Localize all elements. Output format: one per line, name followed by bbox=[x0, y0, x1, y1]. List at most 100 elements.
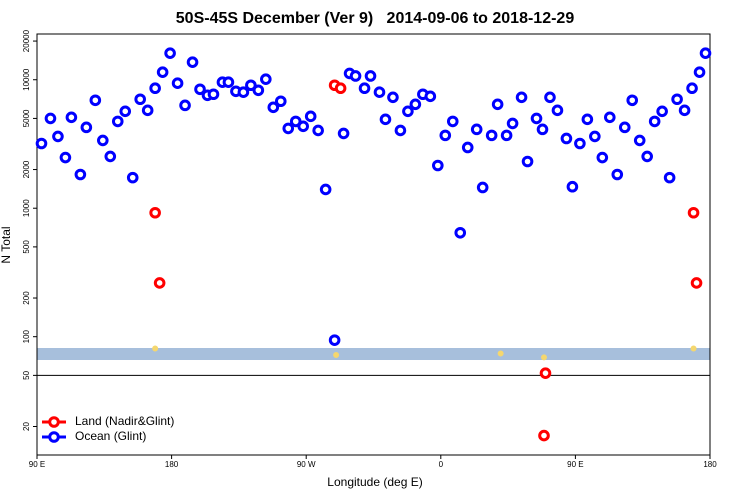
data-point bbox=[633, 134, 646, 147]
data-point bbox=[126, 171, 139, 184]
data-point bbox=[59, 151, 72, 164]
data-point bbox=[252, 84, 265, 97]
data-point bbox=[267, 101, 280, 114]
y-tick-label: 5000 bbox=[22, 109, 31, 127]
legend-label: Ocean (Glint) bbox=[75, 429, 146, 443]
data-point bbox=[149, 82, 161, 95]
data-point bbox=[596, 151, 609, 164]
data-point bbox=[506, 117, 519, 130]
data-point bbox=[119, 105, 132, 118]
data-point bbox=[539, 367, 552, 379]
data-point bbox=[611, 168, 624, 181]
data-point bbox=[663, 171, 676, 184]
data-point bbox=[671, 93, 683, 106]
data-point bbox=[686, 82, 698, 95]
data-point bbox=[387, 91, 399, 104]
data-point bbox=[648, 115, 661, 128]
data-point bbox=[515, 91, 528, 104]
data-point bbox=[485, 129, 498, 142]
data-point bbox=[35, 137, 48, 150]
data-point bbox=[476, 181, 489, 194]
data-point bbox=[538, 429, 550, 442]
chart-title: 50S-45S December (Ver 9) 2014-09-06 to 2… bbox=[176, 10, 575, 27]
data-point bbox=[626, 94, 639, 107]
data-point bbox=[699, 47, 712, 59]
data-point bbox=[80, 121, 93, 134]
y-tick-label: 20 bbox=[22, 422, 31, 431]
data-point bbox=[245, 79, 257, 92]
data-point bbox=[521, 155, 534, 168]
minor-point bbox=[540, 354, 547, 361]
legend-marker bbox=[48, 431, 60, 443]
data-point bbox=[536, 123, 549, 136]
data-point bbox=[581, 113, 594, 126]
x-tick-label: 0 bbox=[439, 460, 444, 469]
data-point bbox=[500, 129, 513, 142]
data-point bbox=[589, 130, 601, 143]
data-point bbox=[574, 137, 586, 150]
data-point bbox=[402, 105, 414, 118]
data-point bbox=[186, 56, 199, 68]
data-point bbox=[260, 73, 272, 85]
data-point bbox=[207, 88, 220, 101]
y-tick-label: 1000 bbox=[22, 199, 31, 217]
data-point bbox=[97, 134, 109, 147]
data-point bbox=[153, 277, 166, 289]
data-point bbox=[89, 94, 102, 107]
coverage-band bbox=[37, 348, 710, 360]
y-tick-label: 100 bbox=[22, 329, 31, 343]
x-axis-label: Longitude (deg E) bbox=[327, 475, 422, 489]
y-tick-label: 20000 bbox=[22, 29, 31, 52]
x-tick-label: 90 W bbox=[297, 460, 316, 469]
data-point bbox=[104, 150, 117, 163]
data-point bbox=[134, 93, 146, 106]
data-point bbox=[274, 95, 287, 108]
data-point bbox=[44, 112, 57, 125]
data-point bbox=[149, 206, 161, 219]
data-point bbox=[328, 334, 341, 346]
data-point bbox=[222, 76, 235, 88]
data-point bbox=[446, 115, 459, 128]
data-point bbox=[364, 70, 377, 82]
data-point bbox=[237, 86, 250, 98]
data-point bbox=[424, 90, 437, 103]
data-point bbox=[52, 130, 64, 143]
data-point bbox=[111, 115, 124, 128]
data-point bbox=[379, 113, 392, 126]
y-tick-label: 200 bbox=[22, 291, 31, 305]
x-tick-label: 90 E bbox=[29, 460, 45, 469]
x-tick-label: 180 bbox=[703, 460, 717, 469]
data-point bbox=[179, 99, 191, 112]
data-point bbox=[491, 98, 504, 111]
data-point bbox=[194, 83, 206, 96]
plot-frame bbox=[36, 33, 711, 456]
x-tick-label: 90 E bbox=[567, 460, 583, 469]
data-point bbox=[439, 129, 452, 142]
data-point bbox=[74, 168, 87, 181]
data-point bbox=[618, 121, 631, 134]
data-point bbox=[65, 111, 78, 124]
minor-point bbox=[152, 345, 159, 352]
y-axis-label: N Total bbox=[0, 226, 13, 263]
data-point bbox=[641, 150, 653, 163]
data-point bbox=[693, 66, 706, 78]
data-point bbox=[530, 112, 543, 125]
data-point bbox=[560, 132, 573, 145]
data-point bbox=[304, 110, 317, 123]
data-point bbox=[454, 226, 467, 239]
data-point bbox=[394, 124, 407, 137]
data-point bbox=[349, 70, 362, 82]
legend-label: Land (Nadir&Glint) bbox=[75, 414, 174, 428]
y-tick-label: 50 bbox=[22, 370, 31, 379]
minor-point bbox=[333, 352, 340, 359]
minor-point bbox=[690, 345, 697, 352]
minor-point bbox=[497, 350, 504, 357]
y-tick-label: 500 bbox=[22, 240, 31, 254]
data-point bbox=[678, 104, 691, 117]
data-point bbox=[312, 124, 324, 137]
data-point bbox=[551, 104, 564, 117]
data-point bbox=[687, 206, 700, 219]
data-point bbox=[432, 159, 444, 172]
data-point bbox=[409, 98, 422, 111]
